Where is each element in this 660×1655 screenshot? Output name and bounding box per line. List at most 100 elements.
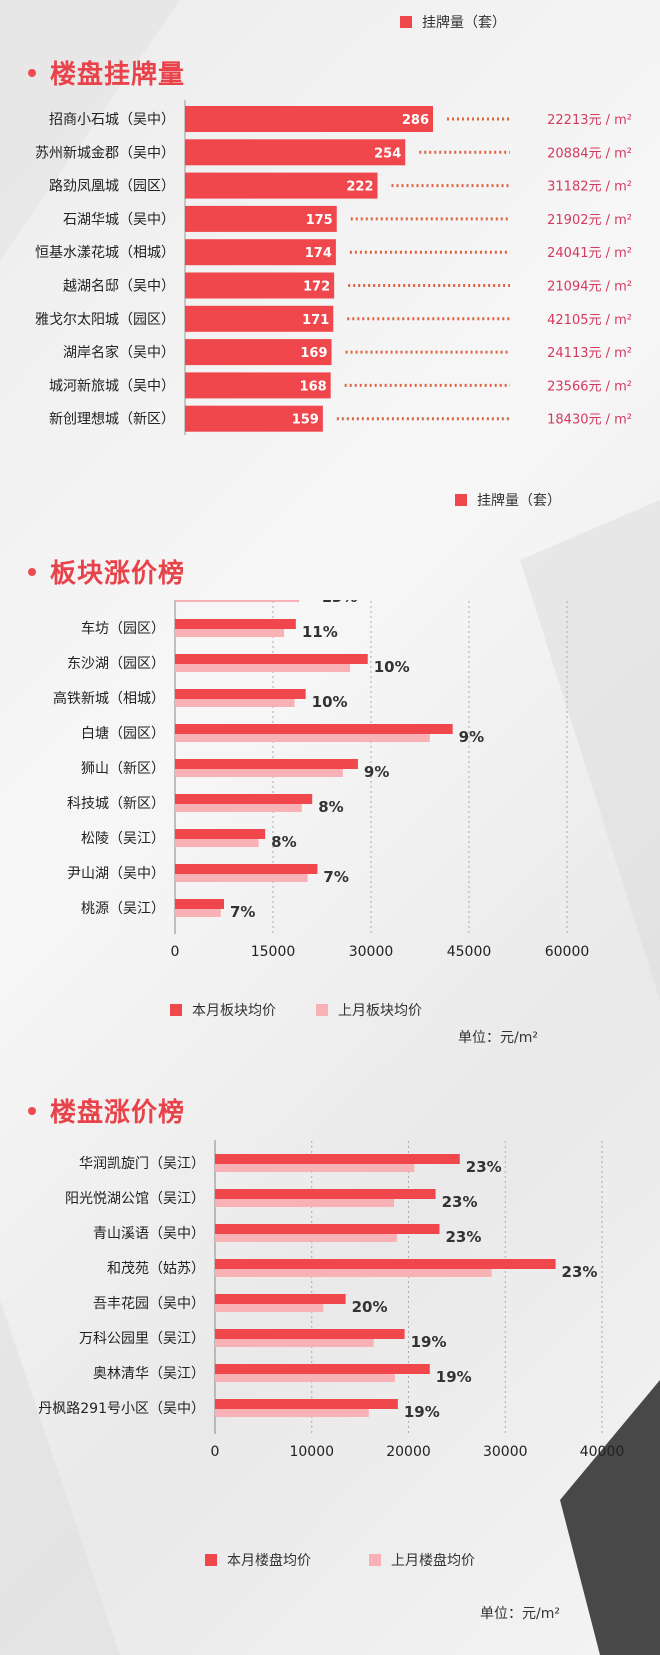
project-chart-bar-current — [215, 1189, 436, 1199]
block-chart-tick-label: 60000 — [545, 944, 590, 960]
listing-bar — [185, 172, 378, 199]
block-chart-bar-current — [175, 794, 313, 804]
block-chart-pct-label: 7% — [230, 903, 255, 921]
block-chart-pct-label: 11% — [302, 623, 338, 641]
project-chart-bar-previous — [215, 1162, 415, 1172]
project-unit: 单位：元/m² — [480, 1606, 560, 1622]
block-chart-bar-current — [175, 829, 266, 839]
block-chart-category-label: 松陵（吴江） — [81, 831, 165, 847]
block-chart-bar-previous — [175, 697, 295, 707]
project-chart-pct-label: 23% — [562, 1263, 598, 1281]
block-chart-bar-previous — [175, 767, 343, 777]
listing-category-label: 雅戈尔太阳城（园区） — [35, 312, 175, 328]
listing-category-label: 路劲凤凰城（园区） — [49, 179, 175, 195]
block-chart-pct-label: 13% — [321, 600, 357, 606]
listing-title-text: 楼盘挂牌量 — [50, 60, 186, 90]
block-chart-category-label: 东沙湖（园区） — [67, 656, 165, 672]
listing-legend-label: 挂牌量（套） — [477, 493, 561, 509]
listing-legend-label: 挂牌量（套） — [422, 15, 506, 31]
listing-price-label: 22213元 / m² — [547, 113, 632, 128]
listing-category-label: 湖岸名家（吴中） — [63, 344, 175, 361]
listing-price-label: 31182元 / m² — [547, 180, 632, 195]
project-chart-bar-current — [215, 1364, 430, 1374]
block-title-text: 板块涨价榜 — [50, 559, 186, 589]
block-chart-tick-label: 15000 — [251, 944, 296, 960]
block-chart-category-label: 高铁新城（相城） — [53, 690, 165, 707]
title-bullet-icon — [28, 1106, 36, 1115]
legend-swatch-previous — [316, 1004, 328, 1016]
listing-category-label: 招商小石城（吴中） — [49, 112, 175, 128]
listing-price-label: 24113元 / m² — [547, 346, 632, 361]
listing-category-label: 恒基水漾花城（相城） — [35, 244, 175, 261]
block-chart-pct-label: 10% — [374, 658, 410, 676]
project-title-text: 楼盘涨价榜 — [50, 1098, 186, 1128]
listing-value-label: 174 — [305, 246, 332, 261]
project-chart-category-label: 丹枫路291号小区（吴中） — [38, 1401, 205, 1417]
listing-bar — [185, 106, 433, 132]
listing-legend-bottom: 挂牌量（套） — [455, 490, 561, 510]
block-chart-category-label: 苏州大学（姑苏） — [53, 600, 165, 602]
listing-bar — [185, 239, 336, 266]
project-chart-bar-current — [215, 1154, 460, 1164]
block-chart-tick-label: 45000 — [447, 944, 492, 960]
project-chart-tick-label: 40000 — [580, 1444, 625, 1460]
project-chart-bar-current — [215, 1294, 346, 1304]
project-chart-category-label: 吾丰花园（吴中） — [93, 1296, 205, 1312]
block-chart-category-label: 桃源（吴江） — [81, 901, 165, 917]
project-legend: 本月楼盘均价 上月楼盘均价 — [205, 1550, 475, 1570]
project-chart-bar-current — [215, 1224, 440, 1234]
block-chart-pct-label: 8% — [318, 798, 343, 816]
block-legend-previous: 上月板块均价 — [338, 1003, 422, 1019]
listing-bar — [185, 205, 337, 232]
listing-price-label: 23566元 / m² — [547, 379, 632, 394]
block-chart-pct-label: 10% — [312, 693, 348, 711]
project-chart-pct-label: 19% — [436, 1368, 472, 1386]
listing-bar — [185, 405, 323, 432]
legend-swatch-current — [205, 1554, 217, 1566]
project-chart-bar-current — [215, 1259, 556, 1269]
project-chart-pct-label: 23% — [445, 1228, 481, 1246]
listing-value-label: 169 — [300, 346, 327, 361]
block-chart-bar-current — [175, 689, 306, 699]
listing-legend-swatch — [400, 16, 412, 28]
block-chart-pct-label: 9% — [459, 728, 484, 746]
project-chart-bar-previous — [215, 1267, 492, 1277]
project-chart-tick-label: 30000 — [483, 1444, 528, 1460]
block-chart-bar-previous — [175, 872, 308, 882]
block-chart-pct-label: 8% — [271, 833, 296, 851]
block-chart-bar-current — [175, 619, 296, 629]
listing-legend-swatch — [455, 494, 467, 506]
legend-swatch-current — [170, 1004, 182, 1016]
block-chart-category-label: 尹山湖（吴中） — [67, 866, 165, 882]
listing-value-label: 171 — [302, 313, 329, 328]
block-chart-bar-previous — [175, 627, 285, 637]
listing-category-label: 越湖名邸（吴中） — [63, 279, 175, 295]
block-chart-category-label: 车坊（园区） — [81, 620, 165, 637]
block-unit: 单位：元/m² — [458, 1030, 538, 1046]
project-chart-tick-label: 20000 — [386, 1444, 431, 1460]
project-chart-bar-previous — [215, 1232, 397, 1242]
project-chart-bar-previous — [215, 1302, 324, 1312]
listing-price-label: 18430元 / m² — [547, 413, 632, 428]
project-legend-previous: 上月楼盘均价 — [391, 1553, 475, 1569]
listing-bar — [185, 139, 406, 166]
project-chart-bar-previous — [215, 1197, 394, 1207]
project-chart-category-label: 和茂苑（姑苏） — [107, 1260, 205, 1277]
listing-category-label: 石湖华城（吴中） — [63, 212, 175, 228]
listing-category-label: 新创理想城（新区） — [49, 412, 175, 428]
block-chart-tick-label: 0 — [171, 944, 180, 960]
legend-swatch-previous — [369, 1554, 381, 1566]
block-chart-tick-label: 30000 — [349, 944, 394, 960]
project-chart-pct-label: 23% — [442, 1193, 478, 1211]
block-chart-bar-current — [175, 864, 318, 874]
listing-price-label: 24041元 / m² — [547, 246, 632, 261]
project-chart-pct-label: 25% — [550, 1140, 586, 1141]
block-chart-bar-current — [175, 724, 453, 734]
project-chart-pct-label: 19% — [411, 1333, 447, 1351]
block-chart-bar-current — [175, 759, 358, 769]
project-chart-pct-label: 19% — [404, 1403, 440, 1421]
block-chart-bar-current — [175, 899, 224, 909]
listing-value-label: 286 — [402, 113, 429, 128]
project-chart-bar-current — [215, 1399, 398, 1409]
block-legend-current: 本月板块均价 — [192, 1003, 276, 1019]
